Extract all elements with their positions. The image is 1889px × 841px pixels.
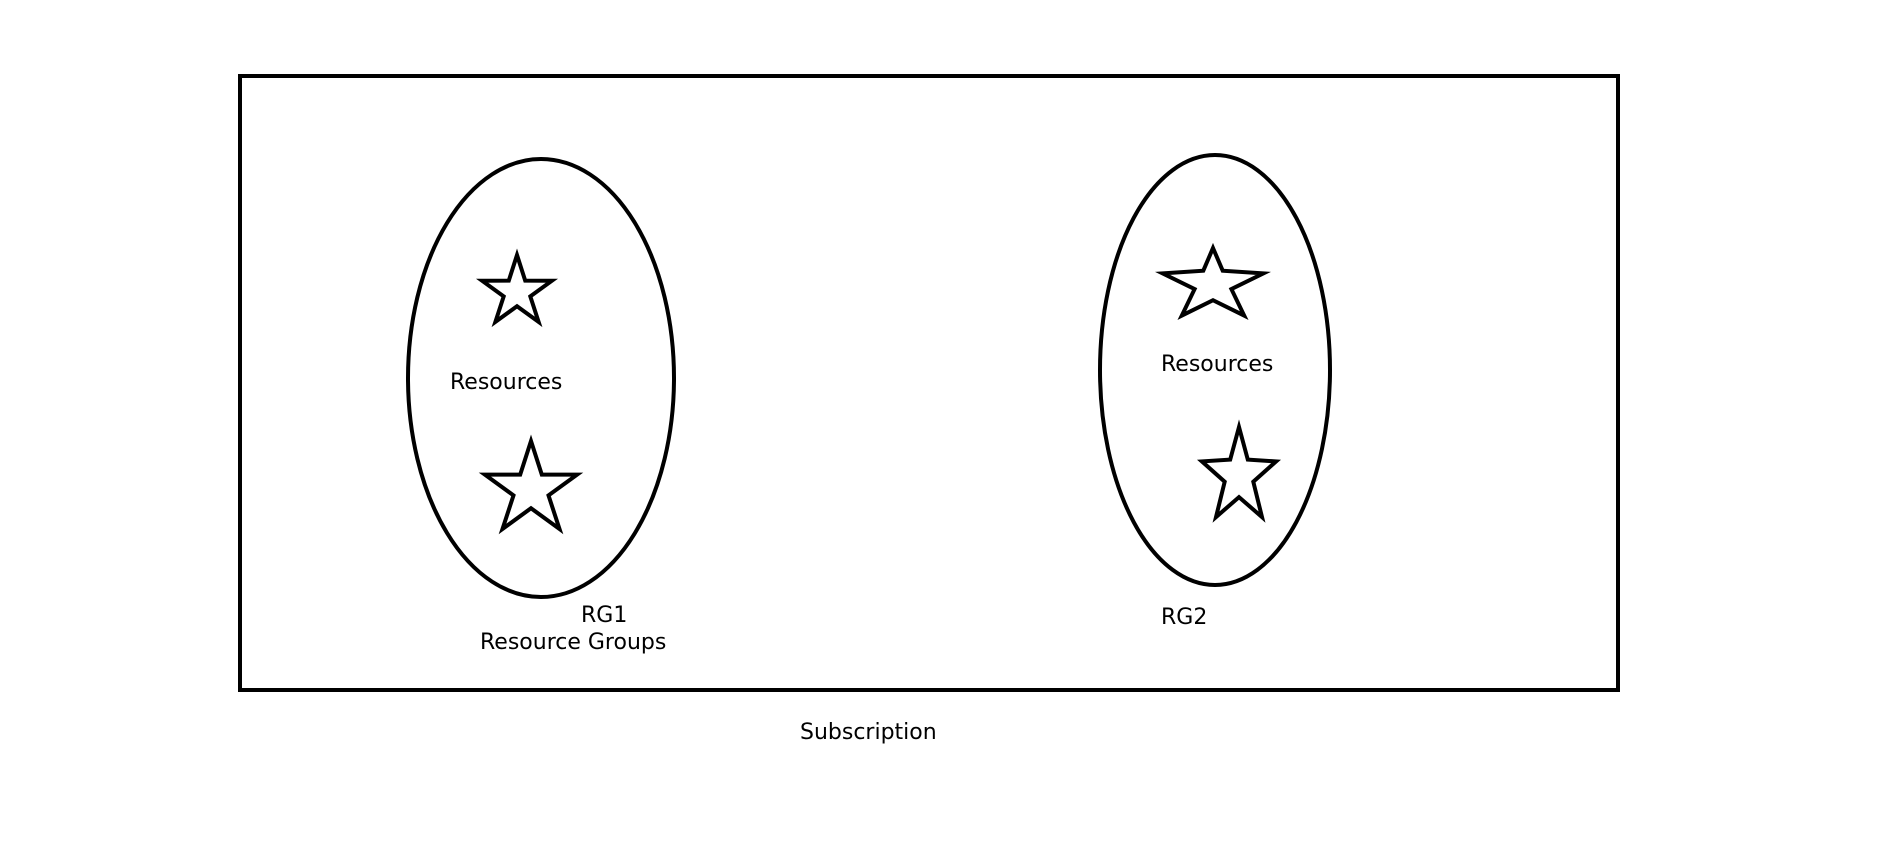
resource-group-ellipse <box>1098 153 1332 587</box>
star-icon <box>475 248 559 328</box>
resource-group-rg1: Resources RG1 Resource Groups <box>406 157 676 655</box>
star-icon <box>1155 242 1271 320</box>
subscription-label: Subscription <box>800 720 937 745</box>
subscription-box <box>238 74 1620 692</box>
resource-group-name: RG2 <box>1161 605 1207 630</box>
star-icon <box>1196 419 1282 523</box>
resource-group-ellipse <box>406 157 676 599</box>
resource-groups-caption: Resource Groups <box>480 630 666 655</box>
resource-group-name: RG1 <box>581 603 627 628</box>
star-icon <box>478 434 584 535</box>
resources-label: Resources <box>450 370 562 395</box>
resources-label: Resources <box>1161 352 1273 377</box>
resource-group-rg2: Resources RG2 <box>1098 153 1332 630</box>
